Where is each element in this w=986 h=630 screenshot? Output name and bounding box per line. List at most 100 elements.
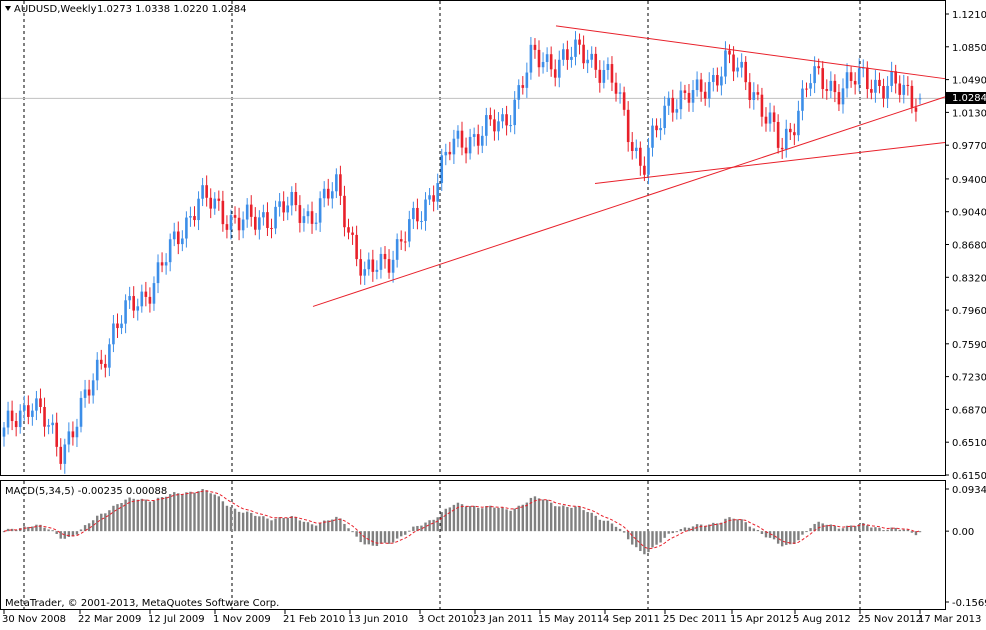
macd-bar (853, 525, 857, 532)
macd-bar (744, 522, 747, 532)
macd-bar (383, 531, 387, 543)
candle (489, 107, 492, 126)
candle (813, 56, 816, 94)
macd-bar (805, 531, 808, 533)
macd-bar (537, 498, 541, 532)
macd-bar (177, 493, 180, 532)
macd-bar (91, 520, 95, 532)
macd-bar (448, 507, 452, 532)
macd-bar (639, 531, 642, 552)
candle (521, 76, 525, 95)
macd-bar (760, 531, 764, 534)
macd-bar (237, 511, 241, 532)
candle (805, 82, 808, 98)
macd-bar (120, 503, 123, 532)
candle (2, 422, 6, 447)
dropdown-arrow-icon[interactable] (5, 6, 11, 11)
macd-bar (164, 496, 168, 532)
candle (47, 418, 50, 435)
candle (480, 126, 484, 154)
macd-bar (282, 517, 285, 532)
candle (225, 215, 229, 239)
macd-bar (468, 506, 472, 532)
price-panel[interactable] (0, 0, 946, 476)
candle (464, 137, 468, 164)
macd-bar (213, 494, 216, 532)
macd-bar (509, 510, 512, 532)
macd-bar (408, 530, 411, 532)
macd-bar (582, 510, 585, 532)
macd-bar (14, 529, 18, 532)
candle (902, 74, 906, 104)
candle (472, 127, 476, 147)
macd-bar (570, 507, 573, 532)
candle (10, 400, 14, 431)
macd-bar (278, 517, 281, 532)
candle (355, 225, 358, 267)
macd-bar (566, 506, 569, 532)
macd-bar (740, 519, 743, 532)
macd-bar (720, 522, 723, 532)
macd-bar (258, 516, 261, 532)
macd-bar (160, 497, 164, 532)
macd-bar (375, 531, 379, 547)
candle (249, 195, 253, 227)
candle (95, 352, 99, 391)
macd-bar (424, 522, 427, 532)
candle (639, 141, 642, 176)
macd-bar (359, 531, 362, 543)
candle (622, 86, 626, 116)
macd-histogram (2, 489, 922, 555)
macd-bar (736, 519, 739, 532)
macd-bar (708, 524, 711, 532)
candle (861, 59, 865, 78)
macd-bar (521, 504, 524, 532)
macd-bar (444, 508, 447, 532)
macd-bar (266, 518, 269, 532)
macd-bar (829, 524, 833, 532)
macd-bar (493, 507, 496, 532)
candle (606, 57, 610, 80)
candle (882, 78, 885, 108)
candle (549, 46, 553, 77)
macd-bar (59, 531, 62, 539)
candle (533, 38, 537, 59)
price-tick-label: 0.6150 (952, 471, 986, 482)
candle (432, 185, 435, 212)
macd-bar (440, 512, 443, 532)
macd-bar (298, 520, 302, 532)
candle (894, 64, 897, 94)
candle (367, 252, 371, 276)
candle (517, 79, 521, 109)
candle (707, 72, 711, 108)
macd-bar (241, 512, 245, 532)
candle (104, 354, 107, 378)
macd-bar (679, 529, 683, 532)
macd-bar (882, 530, 885, 532)
macd-bar (870, 527, 873, 532)
macd-bar (233, 508, 237, 532)
macd-bar (35, 524, 38, 532)
date-tick-label: 15 Apr 2012 (730, 614, 792, 625)
macd-bar (140, 498, 144, 532)
macd-bar (675, 531, 679, 533)
trendlines[interactable] (312, 25, 946, 307)
macd-bar (716, 523, 719, 532)
macd-bar (918, 531, 922, 533)
candle (509, 115, 512, 133)
macd-bar (327, 520, 330, 532)
candle (557, 50, 561, 88)
macd-bar (193, 492, 196, 532)
candle (335, 168, 338, 199)
candle (570, 46, 573, 68)
macd-bar (724, 518, 727, 532)
candle (784, 119, 788, 158)
date-axis: 30 Nov 2008 22 Mar 2009 12 Jul 2009 1 Nov 2… (2, 610, 981, 625)
macd-bar (31, 526, 34, 532)
macd-tick-label: 0.00 (952, 527, 974, 538)
macd-bar (124, 499, 127, 532)
macd-bar (801, 531, 804, 535)
candle (679, 81, 683, 120)
